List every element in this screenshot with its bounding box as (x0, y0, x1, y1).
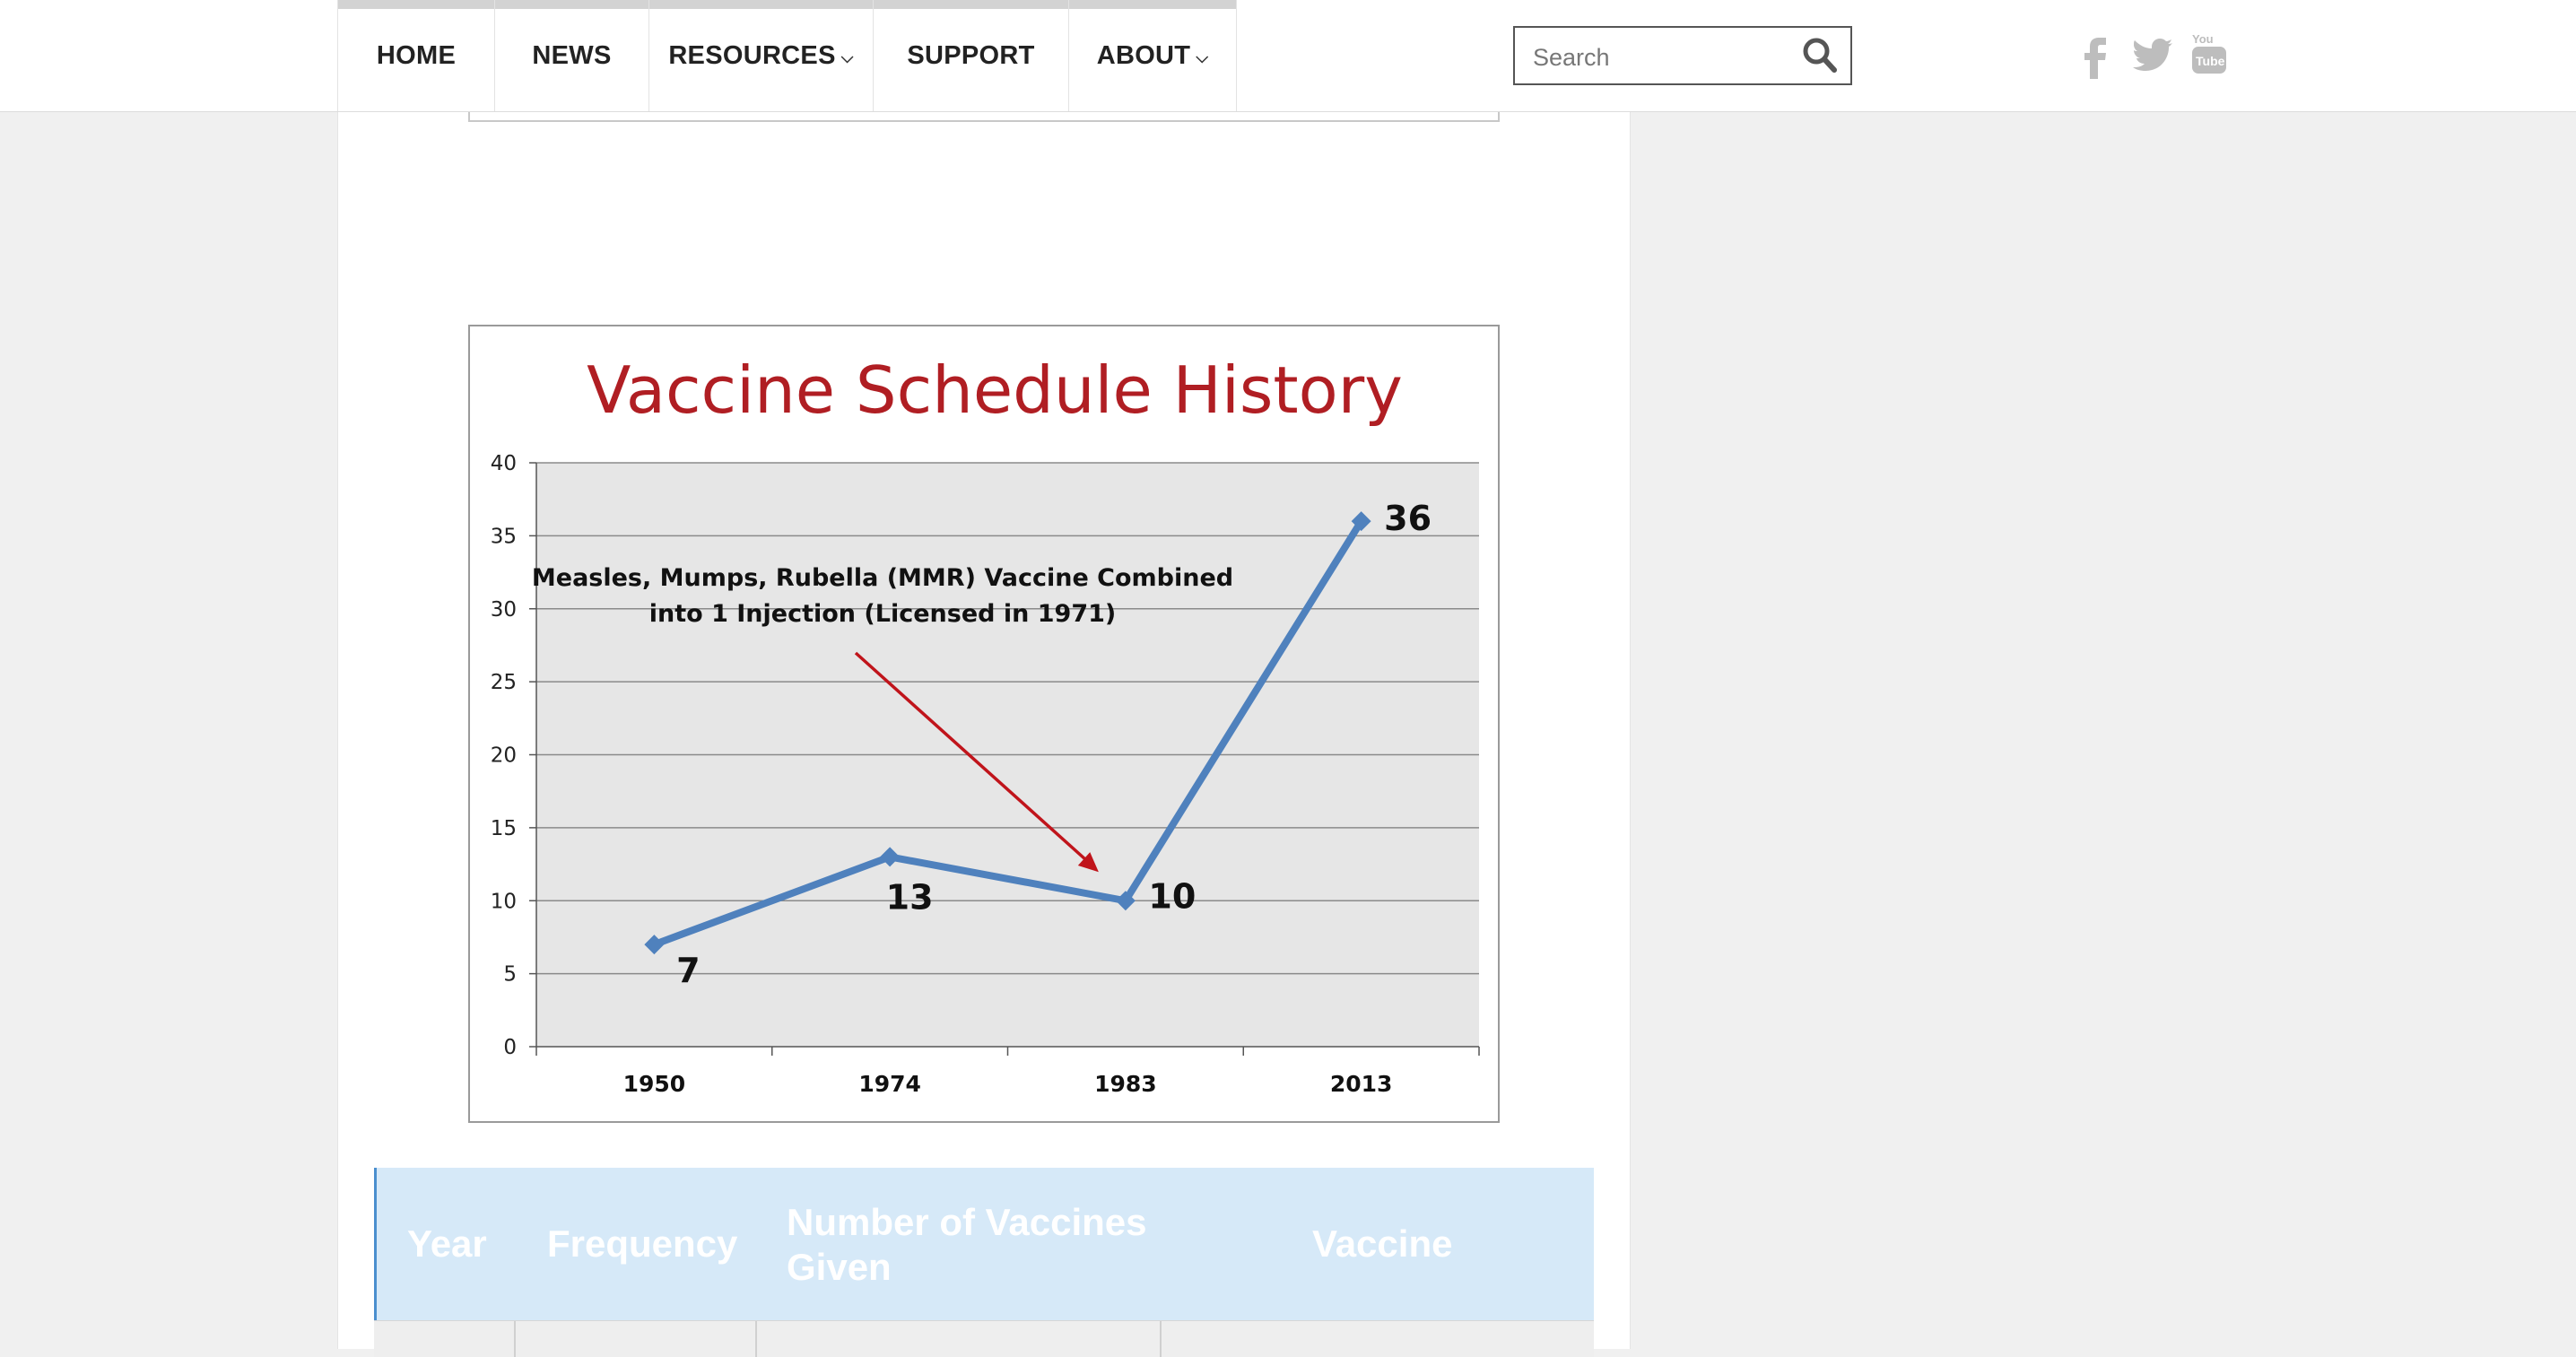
series-1: 7 13 10 36 (644, 499, 1432, 990)
twitter-icon[interactable] (2133, 30, 2176, 79)
nav-item-label: HOME (376, 40, 457, 70)
nav-item-resources[interactable]: RESOURCES ⌵ (649, 0, 874, 111)
svg-text:Tube: Tube (2196, 54, 2225, 68)
annotation-line-1: Measles, Mumps, Rubella (MMR) Vaccine Co… (532, 564, 1233, 592)
annotation-arrow-shaft (854, 651, 1093, 866)
data-point-marker (644, 935, 665, 955)
chevron-down-icon: ⌵ (840, 48, 854, 66)
data-label: 36 (1384, 499, 1432, 538)
chart-title: Vaccine Schedule History (587, 352, 1403, 428)
vaccine-schedule-chart: Vaccine Schedule History 0 5 10 15 20 25 30 35 4… (468, 325, 1500, 1123)
y-tick-label: 10 (491, 890, 517, 913)
column-header-vaccine: Vaccine (1312, 1222, 1453, 1265)
svg-text:You: You (2192, 32, 2214, 46)
menu-accent-bar (337, 0, 1237, 9)
x-tick-label: 2013 (1330, 1071, 1393, 1097)
data-point-marker (1351, 511, 1371, 532)
column-header-frequency: Frequency (547, 1222, 738, 1265)
annotation-arrow-head (1077, 852, 1099, 873)
column-divider (514, 1321, 516, 1357)
facebook-icon[interactable] (2074, 30, 2117, 79)
table-row (374, 1320, 1594, 1357)
nav-item-support[interactable]: SUPPORT (874, 0, 1069, 111)
y-tick-label: 20 (491, 744, 517, 768)
search-icon[interactable] (1802, 37, 1838, 74)
y-tick-label: 30 (491, 598, 517, 622)
y-tick-label: 35 (491, 525, 517, 548)
x-tick-label: 1950 (623, 1071, 686, 1097)
annotation-line-2: into 1 Injection (Licensed in 1971) (649, 600, 1117, 628)
annotation: Measles, Mumps, Rubella (MMR) Vaccine Co… (532, 564, 1233, 873)
search-box (1513, 26, 1852, 85)
data-label: 13 (886, 877, 934, 917)
nav-item-label: SUPPORT (907, 40, 1035, 70)
chevron-down-icon: ⌵ (1196, 48, 1209, 66)
column-header-number-of-vaccines: Number of Vaccines Given (787, 1201, 1147, 1288)
chart-canvas: Vaccine Schedule History 0 5 10 15 20 25 30 35 4… (491, 352, 1480, 1097)
nav-item-label: RESOURCES (668, 40, 836, 70)
nav-item-home[interactable]: HOME (337, 0, 495, 111)
main-menu: HOME NEWS RESOURCES ⌵ SUPPORT ABOUT ⌵ (337, 0, 1237, 111)
column-divider (1160, 1321, 1162, 1357)
y-tick-label: 0 (503, 1036, 517, 1059)
nav-item-label: NEWS (532, 40, 612, 70)
y-tick-label: 25 (491, 671, 517, 694)
search-input[interactable] (1531, 40, 1795, 74)
axes: 0 5 10 15 20 25 30 35 40 1950 1974 1983 2013 (491, 452, 1480, 1097)
gridlines (536, 462, 1479, 975)
y-tick-label: 5 (503, 963, 517, 987)
column-header-year: Year (407, 1222, 487, 1265)
column-divider (755, 1321, 757, 1357)
data-label: 7 (676, 951, 700, 990)
nav-item-label: ABOUT (1096, 40, 1191, 70)
youtube-icon[interactable]: You Tube (2189, 30, 2232, 79)
data-point-marker (1115, 891, 1136, 911)
y-tick-label: 40 (491, 452, 517, 475)
nav-item-news[interactable]: NEWS (495, 0, 649, 111)
series-line (652, 518, 1365, 948)
data-label: 10 (1148, 876, 1196, 916)
nav-item-about[interactable]: ABOUT ⌵ (1069, 0, 1237, 111)
table-header-row: Year Frequency Number of Vaccines Given … (374, 1168, 1594, 1320)
data-point-marker (880, 847, 901, 867)
top-navigation-bar: HOME NEWS RESOURCES ⌵ SUPPORT ABOUT ⌵ Yo… (0, 0, 2576, 112)
x-tick-label: 1974 (858, 1071, 921, 1097)
x-tick-label: 1983 (1094, 1071, 1157, 1097)
y-tick-label: 15 (491, 817, 517, 840)
